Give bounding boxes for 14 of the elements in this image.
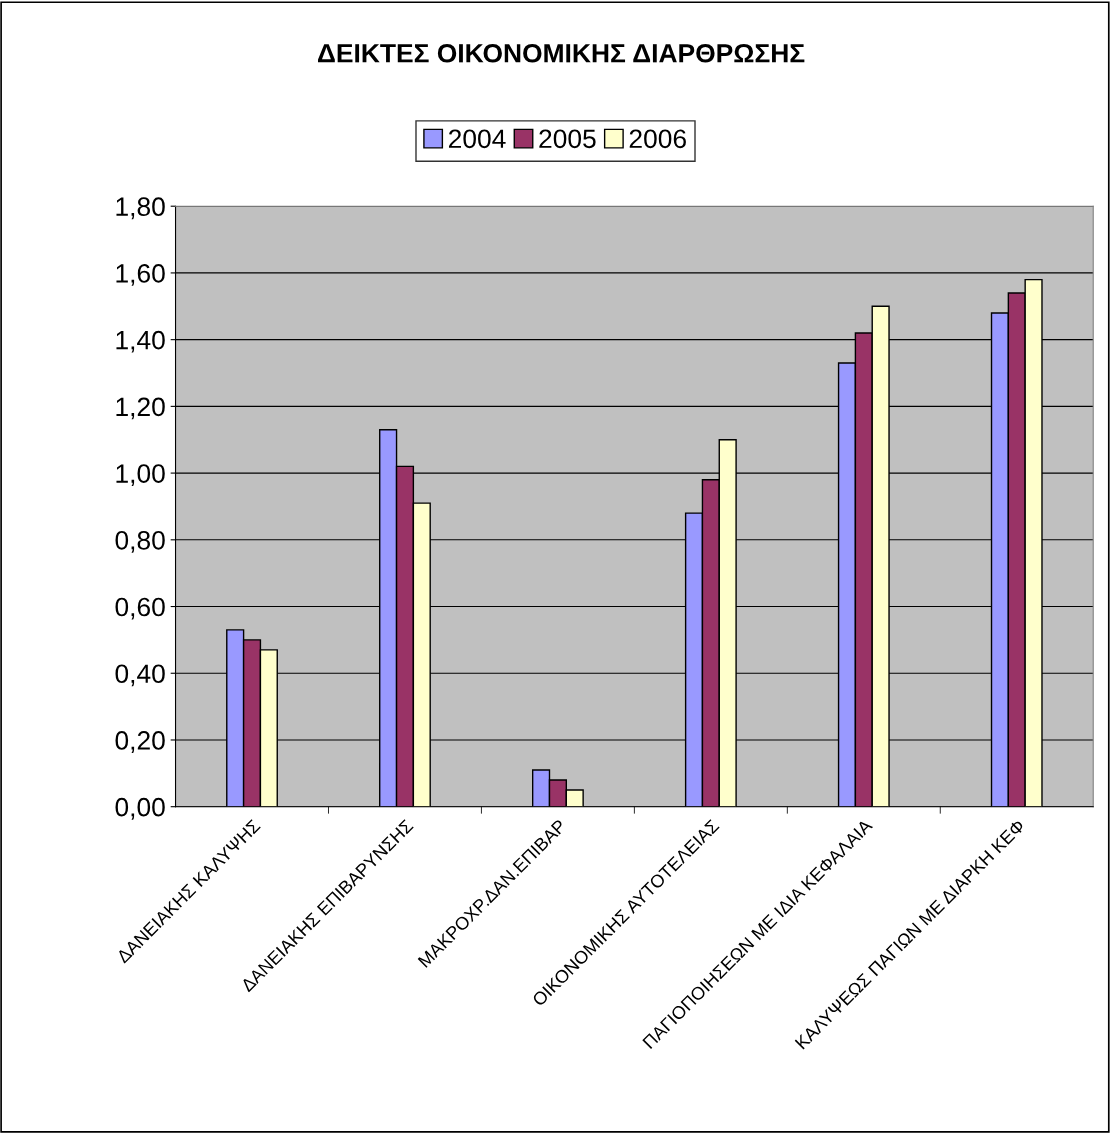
- y-tick-label: 0,40: [115, 664, 165, 687]
- legend-label: 2004: [448, 129, 506, 149]
- legend-label: 2005: [539, 129, 596, 149]
- y-tick-label: 1,60: [116, 264, 165, 286]
- y-tick-label: 0,20: [115, 731, 165, 753]
- y-tick-label: 1,40: [116, 330, 165, 353]
- y-tick-label: 0,80: [115, 530, 165, 553]
- y-tick-label: 1,00: [116, 464, 165, 487]
- y-tick-label: 0,60: [115, 597, 165, 620]
- chart-title: ΔΕΙΚΤΕΣ ΟΙΚΟΝΟΜΙΚΗΣ ΔΙΑΡΘΡΩΣΗΣ: [318, 43, 805, 63]
- y-tick-label: 1,20: [116, 397, 165, 420]
- y-tick-label: 1,80: [116, 197, 165, 220]
- legend-label: 2006: [629, 129, 686, 149]
- y-tick-label: 0,00: [115, 797, 165, 820]
